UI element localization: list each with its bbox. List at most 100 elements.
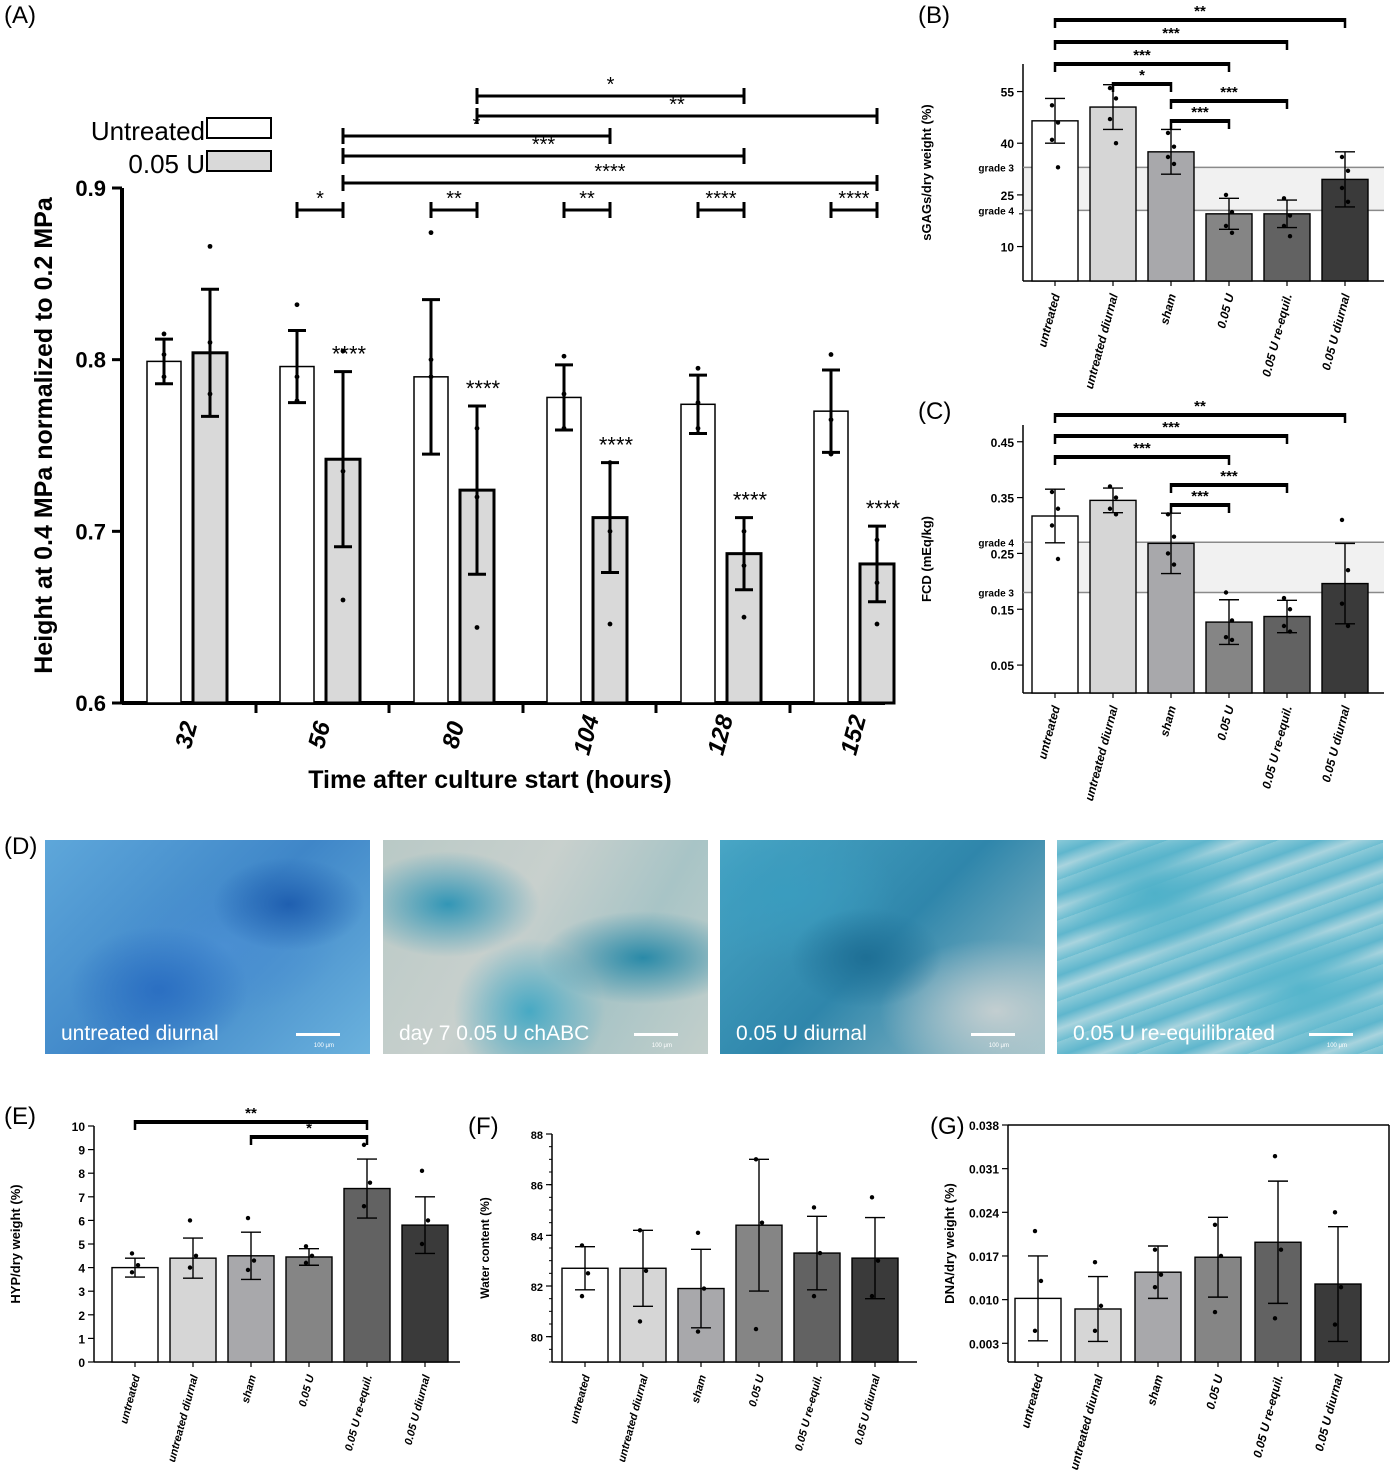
- data-point: [1338, 1284, 1344, 1290]
- significance-label: ****: [866, 496, 901, 521]
- data-point: [741, 614, 747, 620]
- data-point: [1287, 629, 1293, 634]
- y-tick-label: 0.017: [969, 1250, 999, 1264]
- significance-label: ***: [1133, 47, 1151, 64]
- data-point: [419, 1168, 425, 1174]
- data-point: [187, 1218, 193, 1223]
- data-point: [1049, 103, 1055, 108]
- data-point: [1107, 85, 1113, 91]
- scale-bar-label: 100 μm: [988, 1043, 1009, 1049]
- x-tick-label: untreated diurnal: [1067, 1373, 1106, 1472]
- significance-label: ***: [1191, 488, 1209, 505]
- x-tick-label: 0.05 U diurnal: [1319, 704, 1353, 784]
- y-tick-label: 82: [531, 1282, 543, 1294]
- y-tick-label: 9: [78, 1144, 85, 1158]
- significance-label: ***: [1133, 440, 1151, 457]
- x-tick-label: 0.05 U: [1203, 1373, 1226, 1411]
- scale-bar-label: 100 μm: [313, 1043, 334, 1049]
- x-tick-label: 0.05 U re-equil.: [343, 1374, 375, 1453]
- chart-a-height-ratio: 0.6 0.7 0.8 0.9 Height at 0.4 MPa normalized…: [30, 74, 901, 794]
- data-point: [1152, 1284, 1158, 1290]
- data-point: [874, 621, 880, 627]
- y-axis-title: FCD (mEq/kg): [919, 516, 934, 602]
- image-caption: day 7 0.05 U chABC: [399, 1022, 590, 1045]
- data-point: [561, 391, 567, 397]
- bar: [1089, 106, 1137, 282]
- y-tick-label: 10: [1001, 241, 1015, 255]
- data-point: [607, 460, 613, 466]
- chart-f-water: 80 82 84 86 88 Water content (%) untreated untr…: [478, 1130, 917, 1464]
- y-tick-label: 8: [78, 1167, 85, 1181]
- data-point: [1049, 523, 1055, 528]
- y-tick-label: 0.45: [991, 436, 1015, 450]
- y-tick-label: 0.6: [75, 691, 106, 716]
- data-point: [251, 1258, 257, 1263]
- y-tick-label: 4: [78, 1262, 85, 1276]
- data-point: [361, 1142, 367, 1148]
- scale-bar: [296, 1033, 340, 1036]
- data-point: [161, 331, 167, 337]
- x-tick-label: 0.05 U: [1214, 292, 1237, 330]
- data-point: [187, 1265, 193, 1270]
- data-point: [695, 1329, 701, 1334]
- data-point: [875, 1258, 881, 1263]
- data-point: [1113, 495, 1119, 500]
- image-caption: untreated diurnal: [61, 1022, 219, 1045]
- y-axis-title: Water content (%): [478, 1197, 492, 1299]
- data-point: [1229, 618, 1235, 623]
- data-point: [1055, 165, 1061, 170]
- data-point: [1212, 1222, 1218, 1227]
- data-point: [207, 243, 213, 249]
- x-tick-label: untreated: [1018, 1373, 1046, 1430]
- significance-label: ****: [594, 161, 625, 183]
- data-point: [474, 625, 480, 630]
- data-point: [741, 528, 747, 534]
- x-tick-label: 80: [437, 718, 470, 751]
- data-point: [1272, 1153, 1278, 1159]
- data-point: [428, 230, 434, 236]
- y-axis-title: DNA/dry weight (%): [942, 1183, 957, 1304]
- data-point: [428, 374, 434, 380]
- data-point: [637, 1228, 643, 1233]
- data-point: [1165, 154, 1171, 160]
- y-tick-label: 6: [78, 1214, 85, 1228]
- data-point: [419, 1241, 425, 1247]
- bar: [279, 365, 315, 704]
- bar: [680, 403, 716, 704]
- data-point: [1287, 607, 1293, 612]
- y-tick-label: 0.038: [969, 1119, 999, 1133]
- data-point: [1113, 96, 1119, 101]
- y-tick-label: 0.8: [75, 348, 106, 373]
- histology-image-day7-chabc: day 7 0.05 U chABC 100 μm: [383, 840, 708, 1054]
- significance-label: ***: [1191, 104, 1209, 121]
- bar: [546, 396, 582, 704]
- significance-label: ****: [838, 188, 869, 210]
- significance-label: ***: [1220, 84, 1238, 101]
- data-point: [695, 365, 701, 371]
- data-point: [1223, 590, 1229, 595]
- x-axis-title: Time after culture start (hours): [308, 766, 672, 794]
- legend-swatch: [206, 150, 272, 172]
- data-point: [701, 1286, 707, 1291]
- data-point: [1165, 551, 1171, 556]
- grade-label: grade 4: [978, 538, 1014, 549]
- data-point: [367, 1180, 373, 1185]
- x-tick-label: untreated diurnal: [1082, 704, 1121, 803]
- significance-label: ***: [1162, 25, 1180, 42]
- significance-label: **: [1194, 3, 1206, 20]
- data-point: [1107, 506, 1113, 511]
- x-tick-label: 0.05 U re-equil.: [793, 1374, 825, 1453]
- scale-bar: [971, 1033, 1015, 1036]
- data-point: [1038, 1278, 1044, 1284]
- data-point: [1339, 601, 1345, 606]
- bar: [813, 410, 849, 704]
- data-point: [869, 1293, 875, 1299]
- x-tick-label: untreated diurnal: [166, 1373, 201, 1464]
- y-tick-label: 86: [531, 1181, 543, 1193]
- y-tick-label: 55: [1001, 86, 1015, 100]
- data-point: [1032, 1328, 1038, 1334]
- data-point: [1278, 1247, 1284, 1252]
- y-tick-label: 84: [531, 1231, 544, 1243]
- x-tick-label: 0.05 U diurnal: [853, 1373, 884, 1447]
- data-point: [193, 1253, 199, 1258]
